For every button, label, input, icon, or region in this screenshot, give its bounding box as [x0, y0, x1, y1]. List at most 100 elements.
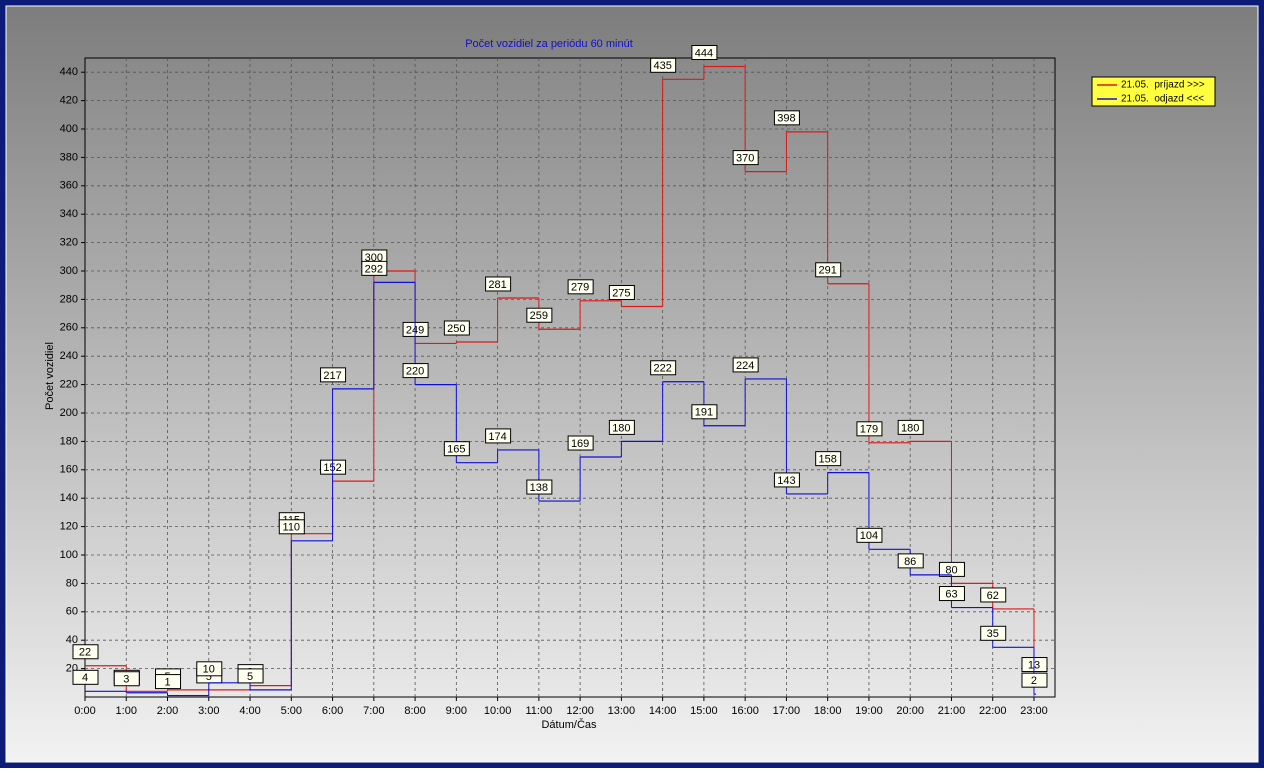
- data-label-box: [237, 668, 264, 684]
- data-label-box: [196, 661, 223, 677]
- data-label-box: [732, 150, 759, 166]
- data-label-box: [897, 419, 924, 435]
- data-label-box: [526, 479, 553, 495]
- data-label: 169: [571, 438, 589, 450]
- data-label: 4: [82, 672, 88, 684]
- x-axis-label: Dátum/Čas: [541, 718, 597, 731]
- data-label: 259: [530, 310, 548, 322]
- y-tick-label: 340: [60, 208, 78, 220]
- x-tick-label: 21:00: [938, 705, 966, 717]
- data-label-box: [773, 472, 800, 488]
- data-label-box: [897, 553, 924, 569]
- data-label: 3: [123, 674, 129, 686]
- data-label: 179: [860, 424, 878, 436]
- data-label: 444: [695, 47, 713, 59]
- y-tick-label: 240: [60, 350, 78, 362]
- x-tick-label: 14:00: [649, 705, 677, 717]
- data-label: 224: [736, 360, 754, 372]
- legend-label: 21.05. odjazd <<<: [1121, 94, 1204, 105]
- data-label: 158: [819, 454, 837, 466]
- data-label: 279: [571, 282, 589, 294]
- data-label-box: [732, 357, 759, 373]
- data-label: 292: [365, 263, 383, 275]
- data-label-box: [72, 669, 99, 685]
- x-tick-label: 11:00: [526, 705, 553, 717]
- x-tick-label: 3:00: [198, 705, 219, 717]
- data-label-box: [113, 671, 140, 687]
- x-tick-label: 19:00: [855, 705, 883, 717]
- data-label: 250: [447, 323, 465, 335]
- data-label: 1: [164, 676, 170, 688]
- y-tick-label: 220: [60, 379, 78, 391]
- data-label: 86: [904, 556, 916, 568]
- x-tick-label: 15:00: [690, 705, 718, 717]
- data-label-box: [526, 307, 553, 323]
- y-tick-label: 40: [66, 634, 78, 646]
- data-label: 63: [945, 588, 957, 600]
- data-label-box: [155, 674, 182, 690]
- data-label: 138: [530, 482, 548, 494]
- data-label-box: [361, 260, 388, 276]
- y-tick-label: 180: [60, 435, 78, 447]
- legend: [1091, 76, 1216, 107]
- data-label-box: [402, 363, 429, 379]
- data-label-box: [320, 367, 347, 383]
- data-label: 80: [945, 564, 957, 576]
- data-label-box: [815, 262, 842, 278]
- y-tick-label: 140: [60, 492, 78, 504]
- y-tick-label: 120: [60, 521, 78, 533]
- x-tick-label: 23:00: [1020, 705, 1048, 717]
- data-label: 370: [736, 153, 754, 165]
- data-label: 275: [612, 287, 630, 299]
- data-label-box: [856, 421, 883, 437]
- data-label-box: [608, 419, 635, 435]
- data-label: 291: [819, 265, 837, 277]
- x-tick-label: 5:00: [281, 705, 302, 717]
- data-label-box: [443, 441, 470, 457]
- data-label-box: [567, 279, 594, 295]
- y-axis-label: Počet vozidiel: [44, 342, 56, 410]
- data-label-box: [650, 57, 677, 73]
- data-label: 220: [406, 366, 424, 378]
- y-tick-label: 160: [60, 464, 78, 476]
- x-tick-label: 1:00: [116, 705, 137, 717]
- data-label-box: [72, 644, 99, 660]
- data-label-box: [815, 451, 842, 467]
- data-label: 222: [653, 363, 671, 375]
- data-label: 2: [1031, 675, 1037, 687]
- data-label: 143: [777, 475, 795, 487]
- y-tick-label: 320: [60, 237, 78, 249]
- data-label: 180: [901, 422, 919, 434]
- y-tick-label: 380: [60, 151, 78, 163]
- x-tick-label: 0:00: [74, 705, 95, 717]
- y-tick-label: 60: [66, 606, 78, 618]
- data-label: 435: [653, 60, 671, 72]
- data-label: 104: [860, 530, 878, 542]
- x-tick-label: 17:00: [773, 705, 801, 717]
- y-tick-label: 440: [60, 66, 78, 78]
- data-label: 22: [79, 647, 91, 659]
- x-tick-label: 22:00: [979, 705, 1007, 717]
- y-tick-label: 420: [60, 95, 78, 107]
- data-label-box: [691, 45, 718, 61]
- data-label: 191: [695, 407, 713, 419]
- data-label-box: [485, 276, 512, 292]
- plot-area: [84, 57, 1056, 698]
- data-label-box: [278, 519, 305, 535]
- x-tick-label: 10:00: [484, 705, 512, 717]
- x-tick-label: 2:00: [157, 705, 178, 717]
- data-label-box: [485, 428, 512, 444]
- y-tick-label: 280: [60, 293, 78, 305]
- x-tick-label: 6:00: [322, 705, 343, 717]
- data-label: 180: [612, 422, 630, 434]
- data-label-box: [650, 360, 677, 376]
- x-tick-label: 12:00: [566, 705, 594, 717]
- data-label: 174: [488, 431, 506, 443]
- x-tick-label: 16:00: [731, 705, 759, 717]
- data-label: 10: [203, 664, 215, 676]
- x-tick-label: 7:00: [363, 705, 384, 717]
- y-tick-label: 400: [60, 123, 78, 135]
- data-label-box: [980, 587, 1007, 603]
- y-tick-label: 80: [66, 577, 78, 589]
